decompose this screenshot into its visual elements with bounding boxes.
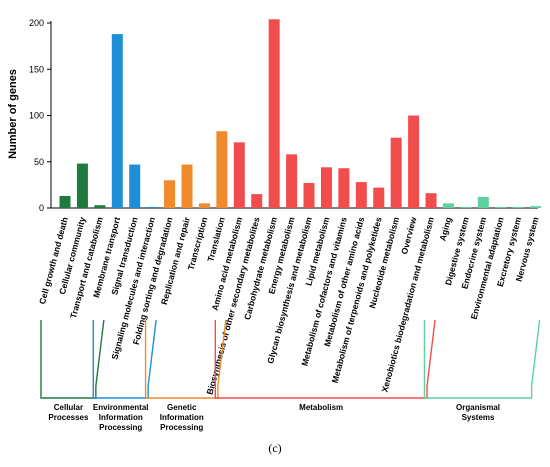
- y-tick-label: 50: [34, 157, 44, 167]
- bar-transcription: [198, 203, 210, 208]
- bar-signal-transduction: [129, 164, 141, 208]
- group-label-line: Processing: [160, 423, 203, 432]
- group-connector: [217, 319, 227, 387]
- group-connector: [426, 319, 436, 387]
- chart-axes: 0 50 100 150 200: [29, 18, 538, 213]
- bar-environmental-adaptation: [495, 207, 507, 208]
- bar-excretory-system: [512, 207, 524, 208]
- group-label-line: Processes: [48, 413, 89, 422]
- group-label-line: Information: [99, 413, 143, 422]
- x-tick-label: Overview: [399, 216, 419, 256]
- bar-glycan-biosynthesis-and-metabolism: [303, 183, 315, 208]
- y-tick-label: 0: [39, 203, 44, 213]
- x-tick-label: Aging: [437, 216, 453, 242]
- group-bracket: [423, 320, 533, 399]
- group-brackets: CellularProcessesEnvironmentalInformatio…: [40, 319, 541, 432]
- group-bracket: [40, 320, 97, 399]
- bar-folding-sorting-and-degradation: [164, 180, 176, 208]
- group-connector: [95, 319, 105, 387]
- y-tick-label: 100: [29, 111, 44, 121]
- bar-nervous-system: [530, 206, 542, 208]
- group-connector: [147, 319, 157, 387]
- y-axis-label: Number of genes: [7, 69, 19, 159]
- bars-group: [59, 19, 542, 208]
- bar-endocrine-system: [477, 196, 489, 208]
- group-label-line: Cellular: [54, 403, 83, 412]
- bar-lipid-metabolism: [320, 167, 332, 208]
- bar-xenobiotics-biodegradation-and-metabolism: [425, 193, 437, 208]
- bar-aging: [442, 203, 454, 208]
- y-tick-label: 200: [29, 18, 44, 28]
- bar-translation: [216, 131, 228, 208]
- bar-carbohydrate-metabolism: [268, 19, 280, 208]
- bar-metabolism-of-cofactors-and-vitamins: [338, 168, 350, 208]
- y-tick-label: 150: [29, 64, 44, 74]
- group-label-line: Genetic: [167, 403, 197, 412]
- bar-biosynthesis-of-other-secondary-metabolites: [251, 194, 263, 208]
- bar-signaling-molecules-and-interaction: [146, 207, 158, 208]
- bar-transport-and-catabolism: [94, 205, 106, 208]
- group-metabolism: Metabolism: [214, 319, 436, 412]
- bar-cellular-community: [76, 163, 88, 208]
- bar-energy-metabolism: [286, 154, 298, 208]
- bar-amino-acid-metabolism: [233, 142, 245, 208]
- group-label-line: Information: [160, 413, 204, 422]
- group-bracket: [144, 320, 219, 399]
- group-connector: [530, 319, 541, 387]
- group-label-line: Metabolism: [299, 403, 343, 412]
- group-label-line: Processing: [99, 423, 142, 432]
- bar-cell-growth-and-death: [59, 195, 71, 208]
- bar-digestive-system: [460, 207, 472, 208]
- bar-overview: [408, 115, 420, 208]
- bar-metabolism-of-other-amino-acids: [355, 182, 367, 208]
- group-bracket: [92, 320, 149, 399]
- figure-caption: (c): [268, 441, 281, 455]
- bar-nucleotide-metabolism: [390, 137, 402, 208]
- group-label-line: Systems: [462, 413, 495, 422]
- bar-replication-and-repair: [181, 164, 193, 208]
- bar-metabolism-of-terpenoids-and-polyketides: [373, 187, 385, 208]
- group-label-line: Environmental: [93, 403, 149, 412]
- group-label-line: Organismal: [456, 403, 500, 412]
- group-bracket: [214, 320, 428, 399]
- bar-membrane-transport: [111, 34, 123, 208]
